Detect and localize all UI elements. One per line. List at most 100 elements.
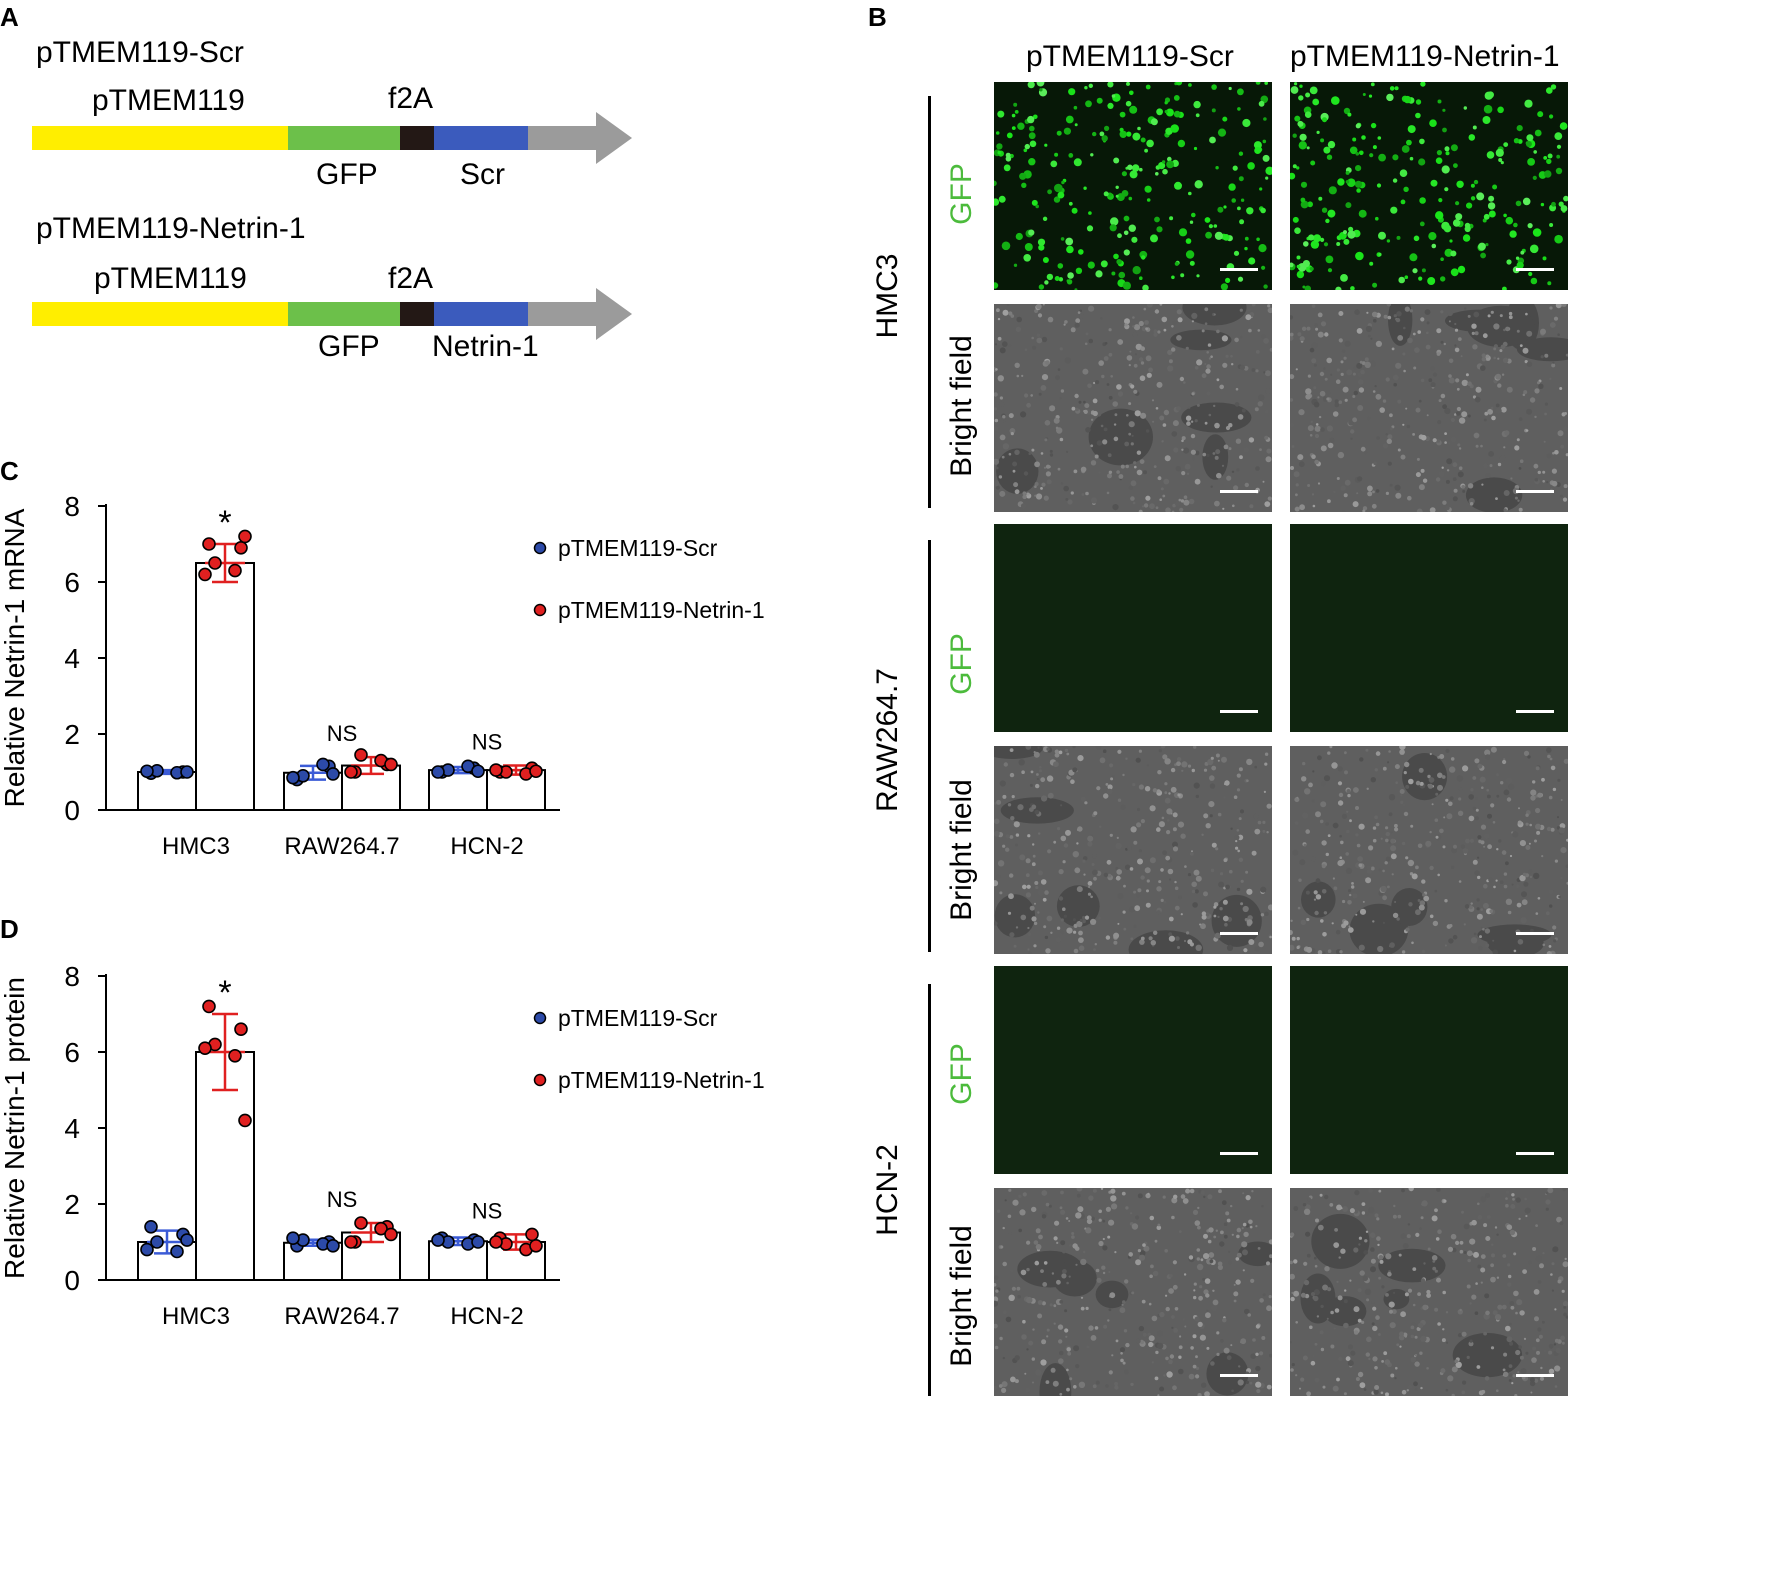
significance-label: NS [327,1187,358,1212]
y-tick-label: 4 [64,1113,80,1144]
legend-marker [533,541,547,555]
y-axis-label: Relative Netrin-1 mRNA [0,508,30,807]
data-point [198,1041,212,1055]
data-point [354,1216,368,1230]
construct2-gene-segment [434,302,528,326]
row-divider-hmc3 [928,96,931,508]
brightfield-micrograph-hmc3-scr [994,304,1272,512]
gfp-label-raw: GFP [945,633,978,695]
panel-label-b: B [868,2,887,32]
construct2-title: pTMEM119-Netrin-1 [36,212,306,245]
x-tick-label: HCN-2 [450,833,523,860]
data-point [529,764,543,779]
legend-marker [533,603,547,617]
data-point [431,1233,445,1247]
data-point [286,770,300,785]
gfp-micrograph-hcn-netrin [1290,966,1568,1174]
x-tick-label: RAW264.7 [284,1303,399,1330]
construct1-promoter-label: pTMEM119 [92,84,245,117]
x-tick-label: HMC3 [162,1303,230,1330]
data-point [180,1233,194,1247]
bf-label-hmc3: Bright field [945,335,978,477]
chart-protein: Relative Netrin-1 protein 0 2 4 6 8 HMC3 * RAW26… [0,961,765,1330]
data-point [180,765,194,779]
bar [195,562,255,811]
row-label-hmc3: HMC3 [871,253,904,339]
construct1-gene-label: Scr [460,158,505,191]
construct2-f2a-segment [400,302,434,326]
row-label-hcn: HCN-2 [871,1144,904,1236]
gfp-micrograph-raw-scr [994,524,1272,732]
data-point [384,757,398,772]
construct2-gfp-segment [288,302,400,326]
gfp-micrograph-hmc3-netrin [1290,82,1568,290]
data-point [326,1238,340,1253]
construct1-title: pTMEM119-Scr [36,36,244,69]
significance-label: NS [472,730,503,755]
x-tick-label: RAW264.7 [284,833,399,860]
y-tick-label: 0 [64,795,80,826]
data-point [431,765,445,779]
row-label-raw: RAW264.7 [871,668,904,812]
data-point [238,1113,252,1128]
construct1-gene-segment [434,126,528,150]
y-tick-label: 4 [64,643,80,674]
data-point [326,767,340,781]
data-point [234,1022,248,1036]
y-axis-label: Relative Netrin-1 protein [0,977,30,1279]
bf-label-raw: Bright field [945,779,978,921]
legend-marker [533,1073,547,1087]
data-point [344,1235,358,1249]
brightfield-micrograph-raw-netrin [1290,746,1568,954]
gfp-label-hmc3: GFP [945,163,978,225]
data-point [354,748,368,762]
y-tick-label: 8 [64,961,80,992]
legend-label: pTMEM119-Scr [558,535,718,561]
data-point [374,1221,388,1236]
data-point [234,541,248,555]
gfp-micrograph-raw-netrin [1290,524,1568,732]
gfp-micrograph-hcn-scr [994,966,1272,1174]
data-point [344,765,358,779]
construct1-f2a-segment [400,126,434,150]
data-point [140,764,154,779]
construct1-gfp-label: GFP [316,158,378,191]
panel-label-c: C [0,456,19,486]
panel-label-a: A [0,2,19,32]
data-point [238,529,252,544]
gfp-label-hcn: GFP [945,1043,978,1105]
construct1-promoter-segment [32,126,288,150]
data-point [140,1242,154,1257]
row-divider-hcn [928,984,931,1396]
construct2-f2a-label: f2A [388,262,434,295]
significance-label: * [218,504,231,542]
y-tick-label: 6 [64,567,80,598]
y-tick-label: 2 [64,1189,80,1220]
data-point [228,1049,242,1063]
construct2-promoter-label: pTMEM119 [94,262,247,295]
column-header-netrin: pTMEM119-Netrin-1 [1290,40,1560,73]
y-tick-label: 0 [64,1265,80,1296]
data-point [525,1227,539,1242]
data-point [529,1238,543,1253]
legend-label: pTMEM119-Netrin-1 [558,1067,765,1093]
data-point [202,537,216,551]
significance-label: * [218,974,231,1012]
data-point [144,1219,158,1234]
legend-label: pTMEM119-Scr [558,1005,718,1031]
construct1-f2a-label: f2A [388,82,434,115]
y-tick-label: 8 [64,491,80,522]
data-point [286,1231,300,1246]
significance-label: NS [472,1198,503,1223]
brightfield-micrograph-raw-scr [994,746,1272,954]
construct2-gene-label: Netrin-1 [432,330,539,363]
column-header-scr: pTMEM119-Scr [1026,40,1234,73]
y-tick-label: 6 [64,1037,80,1068]
data-point [150,1235,164,1249]
brightfield-micrograph-hcn-netrin [1290,1188,1568,1396]
legend-label: pTMEM119-Netrin-1 [558,597,765,623]
legend-marker [533,1011,547,1025]
construct2-gfp-label: GFP [318,330,380,363]
data-point [170,1244,184,1259]
brightfield-micrograph-hcn-scr [994,1188,1272,1396]
